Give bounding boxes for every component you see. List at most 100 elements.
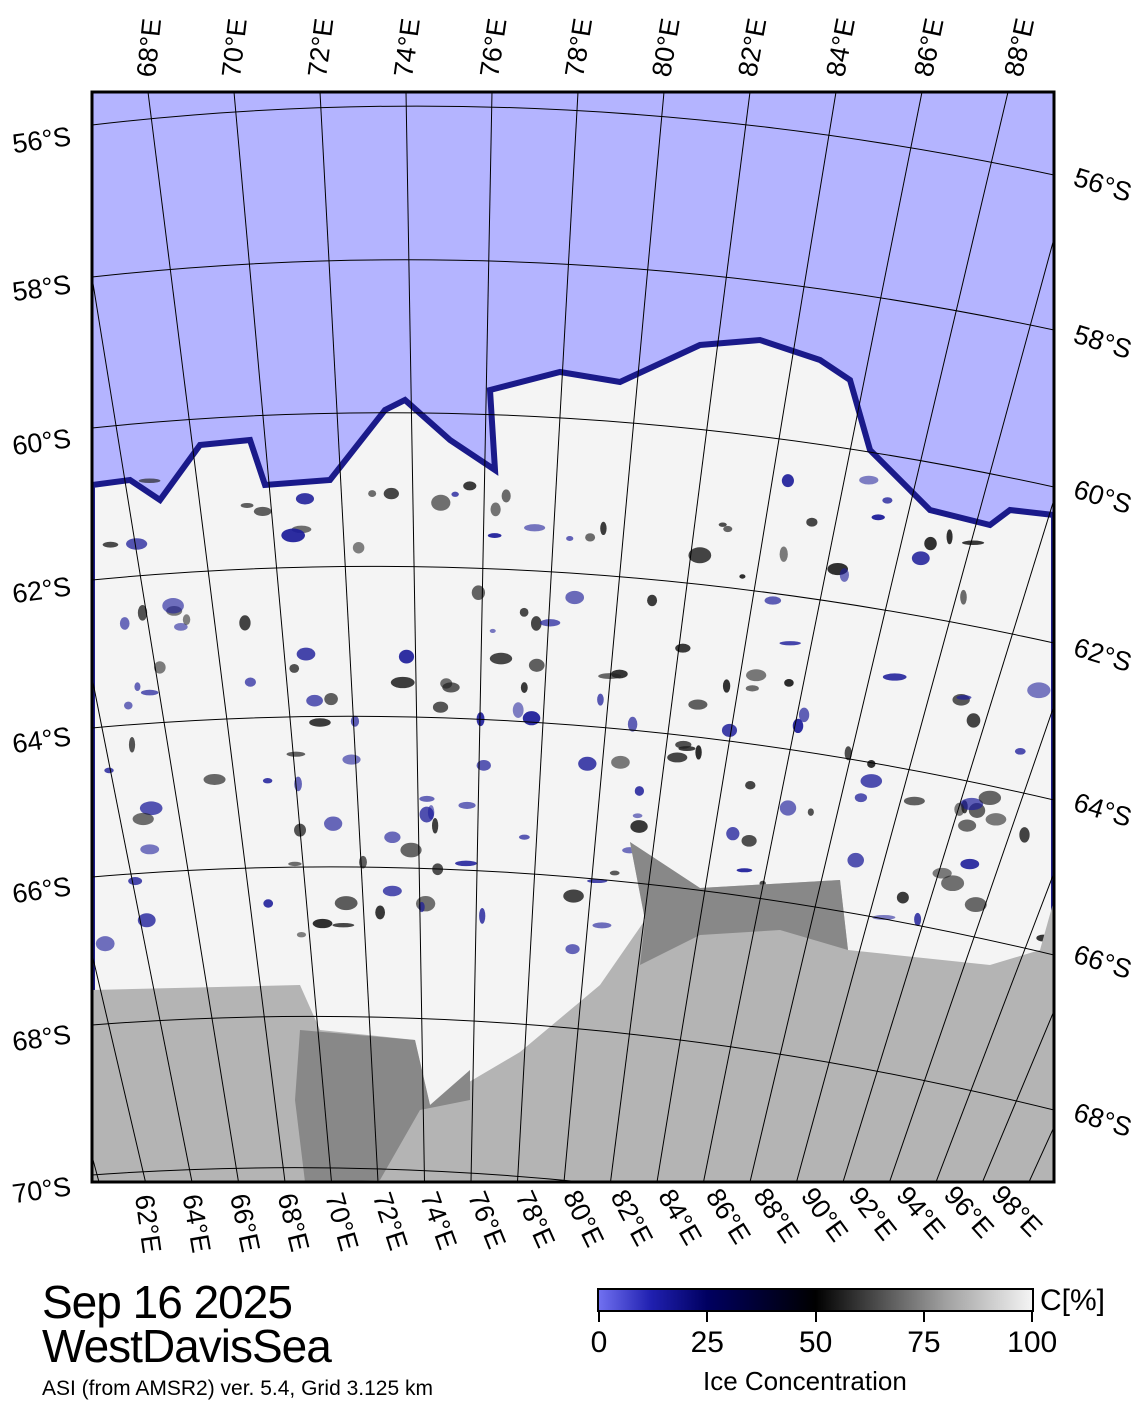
top-longitude-label: 82°E xyxy=(732,16,772,79)
ice-speckle xyxy=(941,875,965,892)
ice-speckle xyxy=(522,711,541,726)
bottom-longitude-label: 68°E xyxy=(272,1190,315,1254)
ice-speckle xyxy=(126,538,148,550)
longitude-line xyxy=(935,871,1054,1182)
ice-speckle xyxy=(263,899,274,908)
bottom-longitude-label: 74°E xyxy=(414,1188,462,1254)
ice-speckle xyxy=(140,844,160,855)
ice-speckle xyxy=(104,767,114,774)
ice-speckle xyxy=(859,475,879,485)
ice-speckle xyxy=(964,897,987,913)
ice-speckle xyxy=(1019,827,1030,843)
ice-speckle xyxy=(722,679,731,693)
right-latitude-label: 58°S xyxy=(1070,319,1135,365)
colorbar-tick xyxy=(706,1310,709,1322)
ice-speckle xyxy=(383,487,399,500)
ice-speckle xyxy=(102,541,119,548)
colorbar-tick xyxy=(922,1310,925,1322)
ice-speckle xyxy=(489,628,496,633)
ice-speckle xyxy=(501,489,511,503)
ice-speckle xyxy=(695,745,702,760)
top-longitude-label: 78°E xyxy=(559,16,598,79)
colorbar-tick-label: 50 xyxy=(798,1326,833,1359)
ice-speckle xyxy=(960,858,980,870)
right-latitude-label: 60°S xyxy=(1070,474,1135,520)
right-latitude-label: 62°S xyxy=(1070,632,1135,678)
right-latitude-label: 56°S xyxy=(1070,162,1135,208)
bottom-longitude-label: 98°E xyxy=(986,1179,1048,1242)
top-longitude-label: 72°E xyxy=(302,17,339,79)
ice-speckle xyxy=(956,695,972,700)
ice-speckle xyxy=(432,701,449,713)
right-latitude-label: 66°S xyxy=(1070,939,1135,985)
ice-shelf-area xyxy=(630,842,848,965)
ice-speckle xyxy=(137,913,156,928)
ice-speckle xyxy=(736,868,753,873)
longitude-line xyxy=(405,92,425,1182)
ice-speckle xyxy=(479,907,486,924)
top-longitude-label: 68°E xyxy=(131,17,167,79)
latitude-line xyxy=(92,565,1054,644)
ice-speckle xyxy=(286,751,306,757)
top-longitude-label: 70°E xyxy=(216,17,253,79)
ice-speckle xyxy=(764,596,782,605)
longitude-line xyxy=(92,951,146,1182)
ice-speckle xyxy=(592,922,612,929)
colorbar-tick-label: 100 xyxy=(1007,1326,1058,1359)
ice-speckle xyxy=(400,842,422,858)
ice-speckle xyxy=(119,617,130,630)
ice-speckle xyxy=(688,699,708,710)
ice-speckle xyxy=(240,502,254,509)
top-longitude-label: 80°E xyxy=(646,16,685,79)
longitude-line xyxy=(610,92,751,1182)
top-longitude-label: 84°E xyxy=(820,16,860,79)
ice-speckle xyxy=(739,574,746,579)
region-label: WestDavisSea xyxy=(42,1320,332,1372)
ice-speckle xyxy=(134,682,141,692)
ice-speckle xyxy=(847,852,864,868)
ice-speckle xyxy=(647,594,658,607)
colorbar-tick xyxy=(598,1310,600,1322)
bottom-longitude-label: 92°E xyxy=(843,1181,903,1246)
top-longitude-label: 76°E xyxy=(474,16,512,79)
ice-speckle xyxy=(718,522,727,527)
longitude-line xyxy=(92,674,193,1182)
bottom-longitude-label: 90°E xyxy=(795,1182,854,1247)
ice-speckle xyxy=(746,669,767,682)
longitude-line xyxy=(319,92,379,1182)
ice-speckle xyxy=(914,912,922,926)
ice-speckle xyxy=(253,506,272,516)
ice-speckle xyxy=(352,541,365,554)
ice-speckle xyxy=(203,774,226,785)
ice-speckle xyxy=(962,540,985,545)
left-latitude-label: 64°S xyxy=(10,721,72,759)
ice-speckle xyxy=(455,860,478,867)
ice-speckle xyxy=(745,685,759,692)
ice-speckle xyxy=(309,718,331,727)
ice-speckle xyxy=(427,805,435,820)
left-latitude-label: 66°S xyxy=(10,871,72,909)
top-longitude-label: 86°E xyxy=(908,16,949,80)
ice-speckle xyxy=(985,813,1007,826)
ice-speckle xyxy=(489,652,513,665)
colorbar-tick xyxy=(1031,1310,1034,1322)
ice-speckle xyxy=(781,474,794,488)
ice-shelf-area xyxy=(295,1030,470,1182)
ice-speckle xyxy=(95,936,115,952)
ice-speckle xyxy=(398,649,415,664)
colorbar-unit: C[%] xyxy=(1040,1284,1106,1317)
ice-speckle xyxy=(520,682,528,693)
latitude-line xyxy=(92,259,1054,331)
ice-speckle xyxy=(844,746,852,761)
bottom-longitude-label: 62°E xyxy=(129,1193,167,1255)
bottom-longitude-label: 88°E xyxy=(748,1183,806,1249)
ice-speckle xyxy=(688,547,712,564)
left-latitude-label: 56°S xyxy=(10,121,72,159)
bottom-longitude-label: 94°E xyxy=(890,1181,951,1245)
ice-speckle xyxy=(128,877,143,886)
ice-speckle xyxy=(1027,682,1051,699)
longitude-line xyxy=(656,92,837,1182)
bottom-longitude-label: 84°E xyxy=(652,1184,707,1250)
bottom-longitude-label: 96°E xyxy=(938,1180,1000,1244)
left-latitude-label: 60°S xyxy=(10,423,72,461)
